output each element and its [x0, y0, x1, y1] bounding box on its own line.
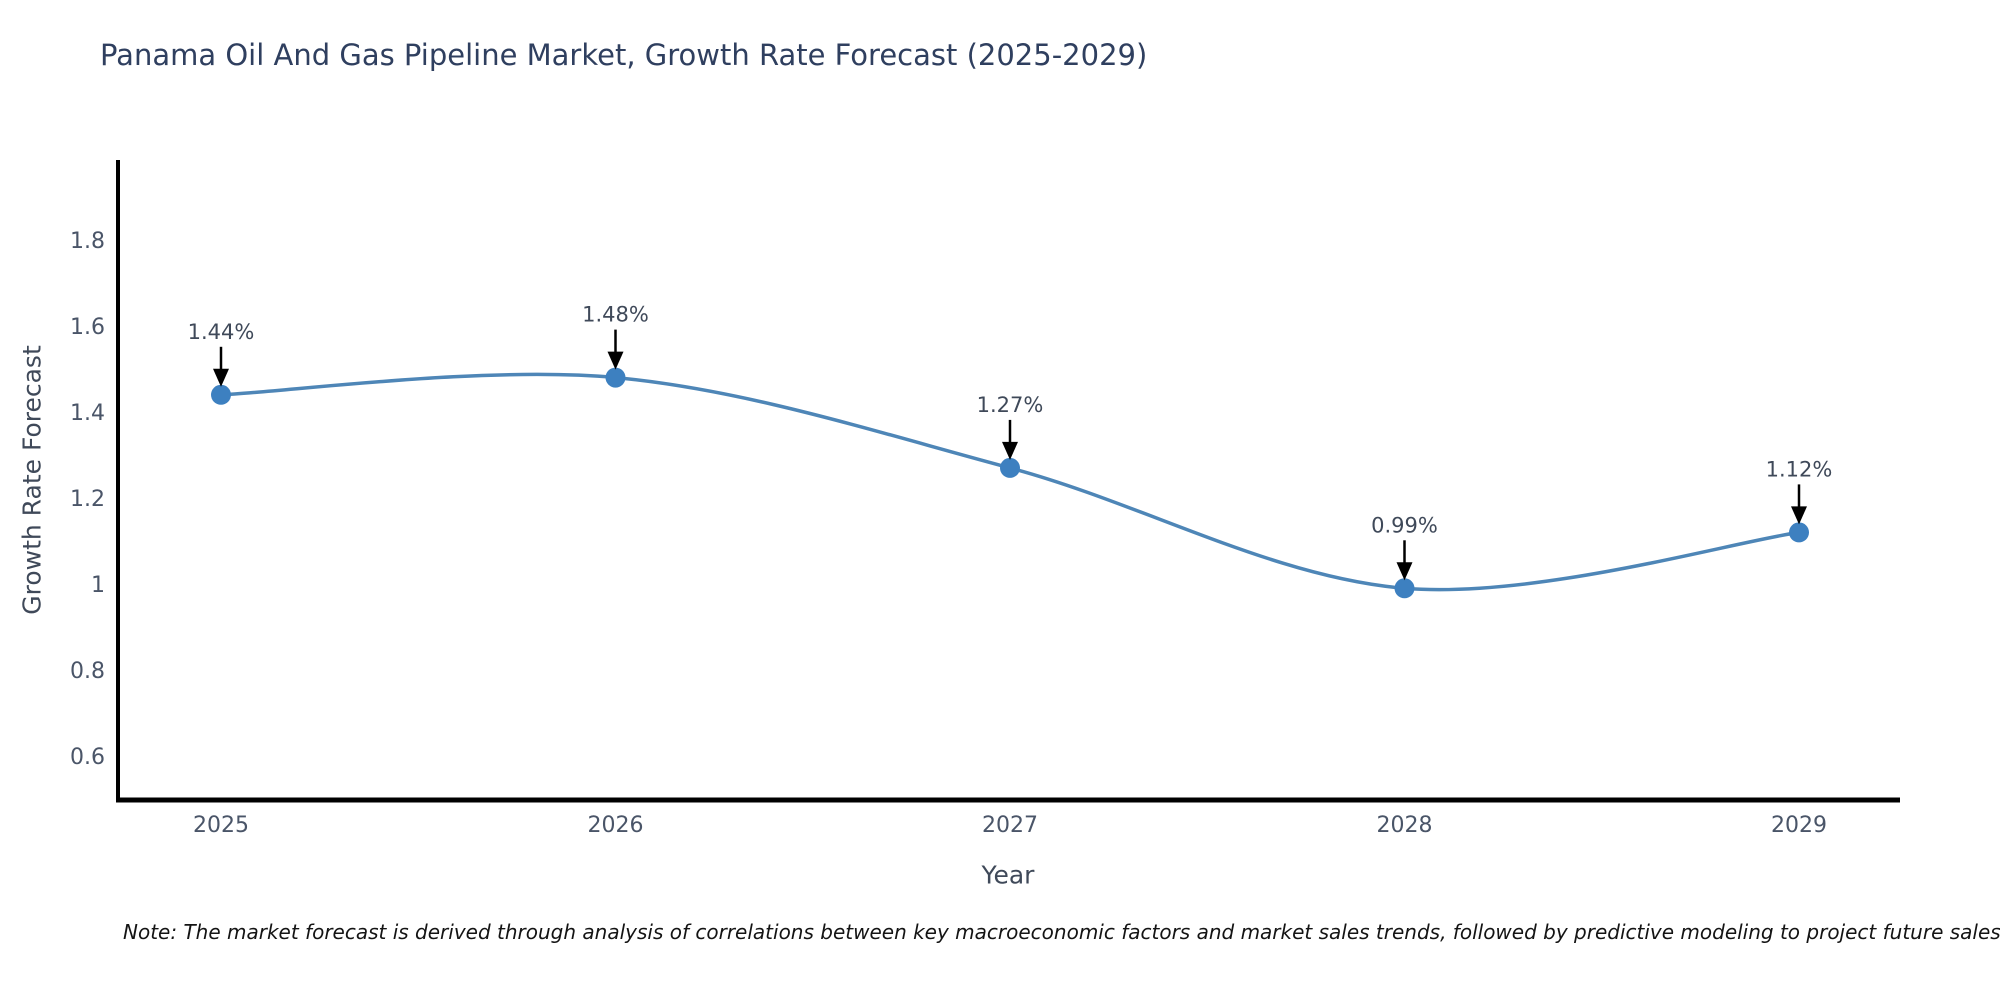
y-tick-label: 1.4 — [70, 401, 105, 426]
y-tick-label: 1.2 — [70, 487, 105, 512]
annotation-arrow-head — [607, 351, 624, 370]
y-tick-label: 0.6 — [70, 745, 105, 770]
y-tick-label: 1.6 — [70, 315, 105, 340]
data-point-label: 1.12% — [1766, 457, 1833, 481]
x-axis-title: Year — [981, 860, 1035, 890]
x-tick-label: 2029 — [1771, 813, 1827, 838]
data-point-label: 0.99% — [1371, 513, 1438, 537]
data-point-label: 1.44% — [188, 320, 255, 344]
x-tick-label: 2027 — [982, 813, 1038, 838]
footnote: Note: The market forecast is derived thr… — [123, 920, 2000, 944]
chart-title: Panama Oil And Gas Pipeline Market, Grow… — [100, 38, 1148, 72]
data-point-marker — [1789, 522, 1809, 543]
data-point-marker — [211, 384, 231, 405]
x-tick-label: 2028 — [1377, 813, 1433, 838]
data-point-marker — [605, 367, 626, 388]
y-tick-label: 0.8 — [70, 659, 105, 684]
data-point-label: 1.27% — [977, 393, 1044, 417]
data-point-label: 1.48% — [582, 303, 649, 327]
annotation-arrow-head — [1791, 506, 1807, 525]
annotation-arrow-head — [213, 368, 229, 387]
annotation-arrow-head — [1002, 441, 1018, 460]
x-tick-label: 2026 — [588, 813, 644, 838]
annotation-arrow-head — [1396, 562, 1413, 581]
x-tick-label: 2025 — [193, 813, 249, 838]
data-point-marker — [1394, 578, 1415, 599]
y-tick-label: 1.8 — [70, 229, 105, 254]
data-point-marker — [1000, 457, 1020, 478]
y-tick-label: 1 — [91, 573, 105, 598]
